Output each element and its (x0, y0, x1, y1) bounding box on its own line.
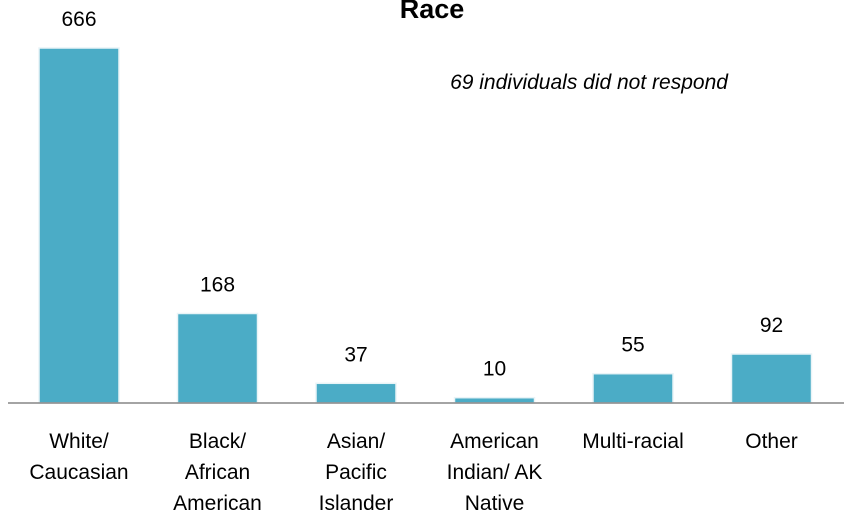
value-label-3: 37 (344, 343, 367, 366)
bar-3 (315, 382, 397, 404)
chart-title: Race (400, 0, 465, 24)
category-label-4: American Indian/ AK Native (447, 430, 543, 515)
bar-6 (730, 353, 813, 404)
category-label-1: White/Caucasian (29, 430, 128, 484)
value-label-5: 55 (621, 334, 644, 357)
value-label-2: 168 (200, 274, 235, 297)
value-label-4: 10 (483, 358, 506, 381)
bar-5 (592, 372, 674, 404)
bar-4 (453, 396, 536, 404)
category-label-6: Other (745, 430, 798, 453)
bar-2 (176, 312, 259, 404)
bar-1 (38, 47, 120, 404)
category-label-2: Black/African American (173, 430, 262, 515)
bars-group (38, 47, 813, 404)
category-labels-group: White/Caucasian Black/African American Asia… (29, 430, 797, 515)
value-label-6: 92 (760, 314, 783, 337)
category-label-3: Asian/Pacific Islander (319, 430, 394, 515)
non-response-note: 69 individuals did not respond (450, 71, 729, 94)
value-labels-group: 666 168 37 10 55 92 (61, 8, 783, 381)
category-label-5: Multi-racial (582, 430, 684, 453)
value-label-1: 666 (61, 8, 96, 31)
